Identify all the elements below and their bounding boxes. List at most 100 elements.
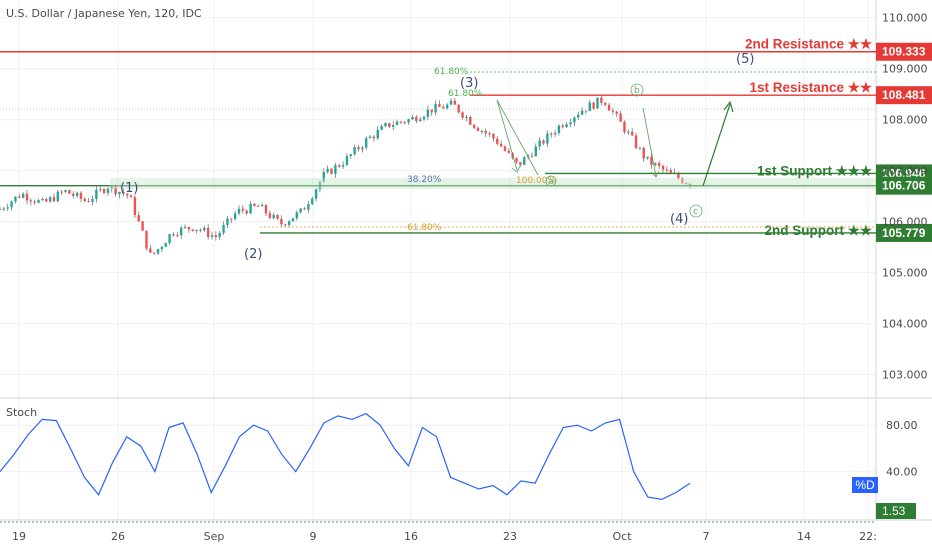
candle-body [56, 191, 60, 202]
candle-body [264, 204, 268, 214]
time-tick-label: 22: [859, 530, 877, 543]
candle-body [380, 126, 383, 130]
time-tick-label: 14 [797, 530, 811, 543]
candle-body [118, 192, 121, 195]
candle-body [257, 205, 260, 207]
time-axis: 19 26 Sep 9 16 23 Oct 7 14 22: [12, 530, 877, 543]
arrow-c-head [650, 170, 660, 178]
projection-arrow-head [723, 100, 734, 113]
candle-body [449, 100, 453, 105]
candle-body [110, 185, 113, 189]
level-label: 1st Resistance ★★ [749, 80, 872, 95]
candle-body [152, 252, 156, 254]
candle-body [191, 229, 194, 231]
stoch-line [0, 412, 691, 501]
candle-body [488, 133, 491, 135]
candle-body [87, 201, 90, 203]
candle-body [129, 195, 133, 198]
level-label: 1st Support ★★★ [757, 163, 873, 178]
candle-body [465, 116, 468, 118]
arrow-a-head [511, 165, 521, 173]
candle-body [21, 193, 25, 198]
candle-body [183, 226, 187, 228]
candle-body [561, 125, 564, 128]
candle-body [546, 133, 549, 144]
wave-label-3: (3) [460, 76, 478, 91]
candle-body [122, 192, 125, 194]
candle-body [91, 198, 94, 202]
candle-body [10, 201, 13, 208]
candle-body [176, 235, 179, 237]
candle-body [299, 208, 302, 213]
candle-body [106, 188, 110, 193]
candle-body [438, 103, 441, 107]
candle-body [303, 208, 306, 210]
candle-body [534, 146, 538, 157]
stoch-axis: 40.00 80.00 [886, 419, 918, 478]
candle-body [114, 185, 117, 195]
candle-body [102, 189, 106, 193]
candle-body [245, 210, 248, 214]
candle-body [365, 138, 368, 148]
level-price-tag [876, 42, 932, 61]
fib-label-100: 100.00% [516, 176, 556, 186]
price-series [0, 95, 692, 256]
candle-body [272, 214, 275, 218]
candle-body [657, 163, 661, 166]
arrow-a-leg [496, 99, 518, 171]
stoch-tick-label: 40.00 [886, 466, 918, 479]
candle-body [218, 232, 221, 238]
gridlines [0, 0, 876, 520]
time-tick-label: 19 [12, 530, 26, 543]
candle-body [226, 218, 229, 225]
candle-body [195, 229, 198, 231]
candle-body [48, 197, 52, 202]
candle-body [25, 193, 29, 201]
candle-body [334, 165, 337, 174]
candle-body [137, 215, 140, 222]
level-price-text: 106.706 [882, 179, 926, 193]
candle-body [669, 170, 672, 173]
time-tick-label: 7 [703, 530, 710, 543]
candle-body [484, 130, 487, 134]
wave-label-1: (1) [120, 181, 138, 196]
candle-body [60, 191, 63, 193]
candle-body [395, 121, 399, 126]
candle-body [388, 123, 391, 127]
arrow-c-leg [642, 107, 657, 177]
candle-body [287, 221, 291, 226]
price-tick-label: 109.000 [882, 63, 928, 76]
candle-body [341, 164, 345, 167]
candle-body [418, 119, 422, 122]
candle-body [592, 102, 595, 109]
candle-body [507, 150, 511, 153]
projection-arrow-line [702, 103, 731, 187]
candle-body [230, 218, 233, 220]
candle-body [588, 102, 591, 112]
candle-body [199, 229, 202, 231]
candle-body [480, 130, 484, 132]
candle-body [476, 127, 480, 131]
candle-body [214, 235, 218, 238]
time-tick-label: 9 [310, 530, 317, 543]
candle-body [519, 162, 522, 165]
support-zone [110, 178, 876, 189]
candle-body [14, 196, 17, 202]
candle-body [357, 147, 360, 150]
level-price-text: 105.779 [882, 226, 926, 240]
price-tick-label: 105.000 [882, 267, 928, 280]
wave-circle-c [689, 204, 703, 218]
candle-body [280, 218, 283, 225]
candle-body [630, 131, 634, 136]
candle-body [650, 156, 653, 165]
abc-arrows [496, 99, 660, 178]
candle-body [646, 156, 649, 159]
candle-body [615, 111, 618, 114]
candle-body [453, 100, 457, 105]
candle-body [642, 147, 645, 159]
stoch-legend-badge [852, 477, 878, 493]
candle-body [322, 171, 325, 182]
candle-body [368, 136, 372, 139]
level-price-tag [876, 223, 932, 242]
candle-body [584, 110, 588, 112]
